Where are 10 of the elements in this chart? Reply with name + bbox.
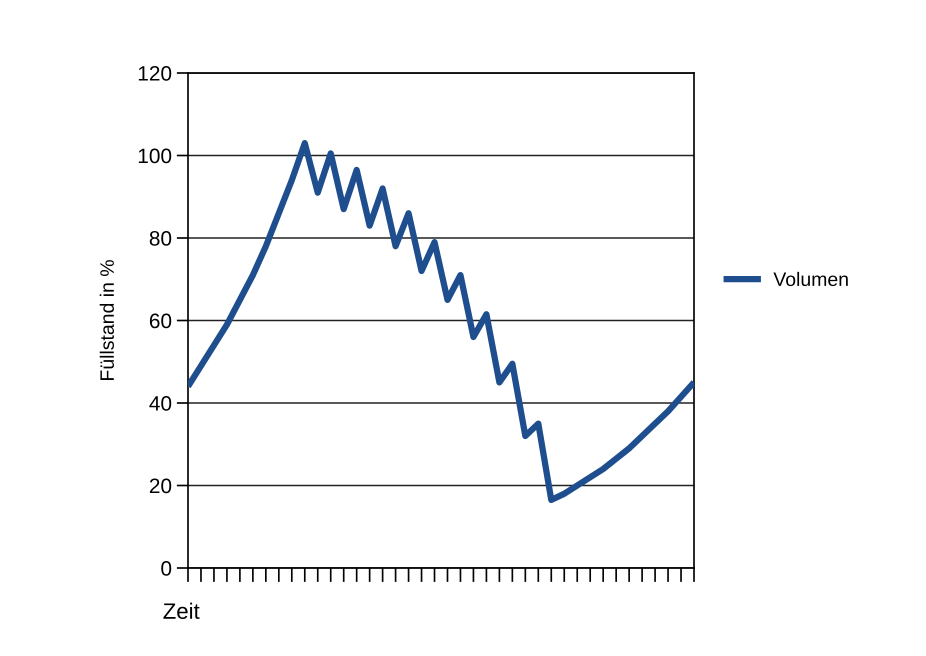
x-axis-title: Zeit xyxy=(163,602,200,619)
y-tick-label: 40 xyxy=(149,396,172,411)
y-tick-label: 0 xyxy=(161,561,172,576)
y-tick-label: 120 xyxy=(138,66,172,81)
legend-label: Volumen xyxy=(773,272,848,286)
y-tick-label: 80 xyxy=(150,231,172,246)
y-tick-label: 60 xyxy=(150,314,172,328)
y-tick-label: 20 xyxy=(150,478,172,494)
y-axis-title: Füllstand in % xyxy=(100,260,114,380)
y-tick-label: 100 xyxy=(138,148,172,164)
